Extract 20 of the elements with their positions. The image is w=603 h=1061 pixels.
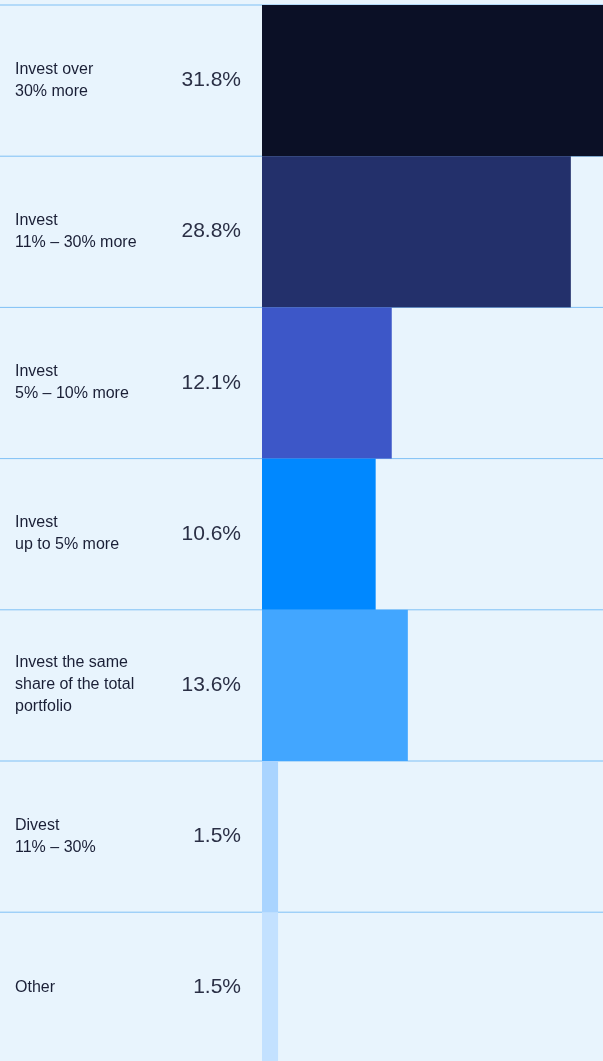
y-tick-label: Invest 5% – 10% more [15, 362, 129, 402]
data-label: 12.1% [181, 369, 241, 393]
bar [262, 458, 376, 610]
bar [262, 5, 603, 157]
bar [262, 307, 392, 459]
bar [262, 761, 279, 913]
y-tick-label: Invest the same share of the total portfolio [15, 653, 135, 715]
y-tick-label: Invest over 30% more [15, 59, 94, 99]
data-label: 1.5% [193, 974, 241, 998]
bar [262, 156, 571, 308]
y-tick-label: Other [15, 978, 56, 996]
y-tick-label: Divest 11% – 30% [15, 815, 96, 855]
data-label: 1.5% [193, 823, 241, 847]
bar [262, 609, 408, 761]
data-label: 10.6% [181, 520, 241, 544]
y-tick-label: Invest 11% – 30% more [15, 211, 137, 251]
data-label: 28.8% [181, 218, 241, 242]
data-label: 31.8% [181, 67, 241, 91]
data-label: 13.6% [181, 671, 241, 695]
y-tick-label: Invest up to 5% more [15, 513, 120, 553]
